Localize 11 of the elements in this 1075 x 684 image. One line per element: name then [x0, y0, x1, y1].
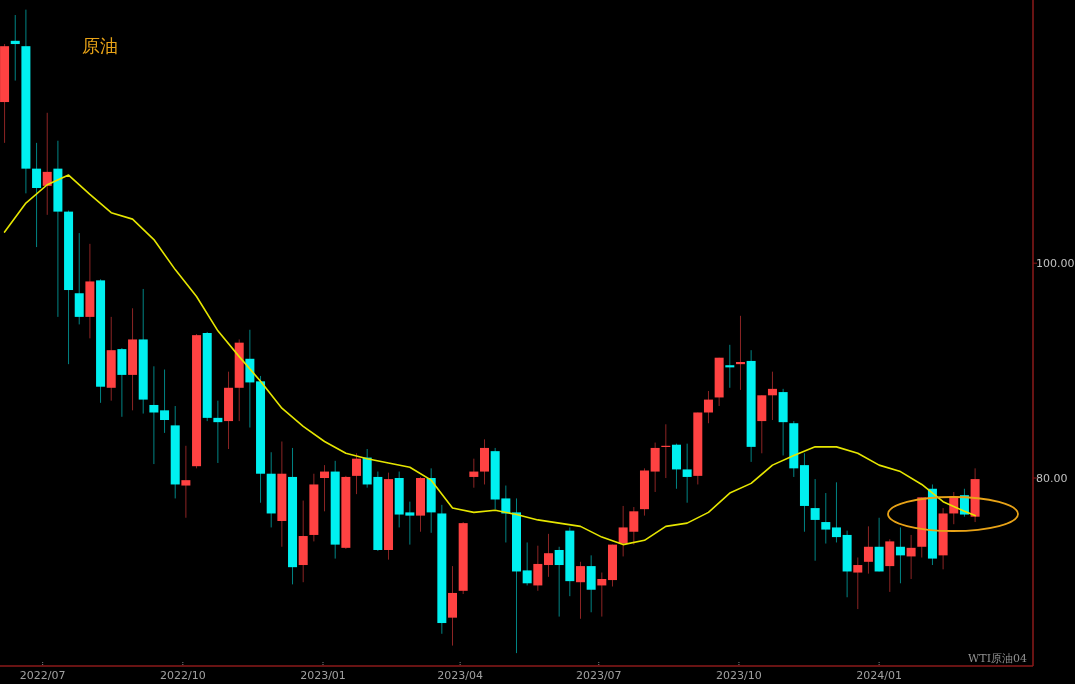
x-tick-label: 2023/10: [716, 669, 762, 682]
annotation: WTI原油04: [968, 652, 1027, 665]
x-tick-label: 2022/07: [19, 669, 66, 682]
x-tick-label: 2022/10: [159, 669, 206, 682]
x-tick-label: 2024/01: [856, 669, 902, 682]
x-tick-label: 2023/04: [437, 669, 483, 682]
x-tick-label: 2023/01: [300, 669, 346, 682]
y-tick-label: 80.00: [1036, 472, 1068, 486]
y-tick-label: 100.00: [1036, 257, 1075, 271]
x-tick-label: 2023/07: [575, 669, 622, 682]
text: 原油: [82, 35, 118, 56]
